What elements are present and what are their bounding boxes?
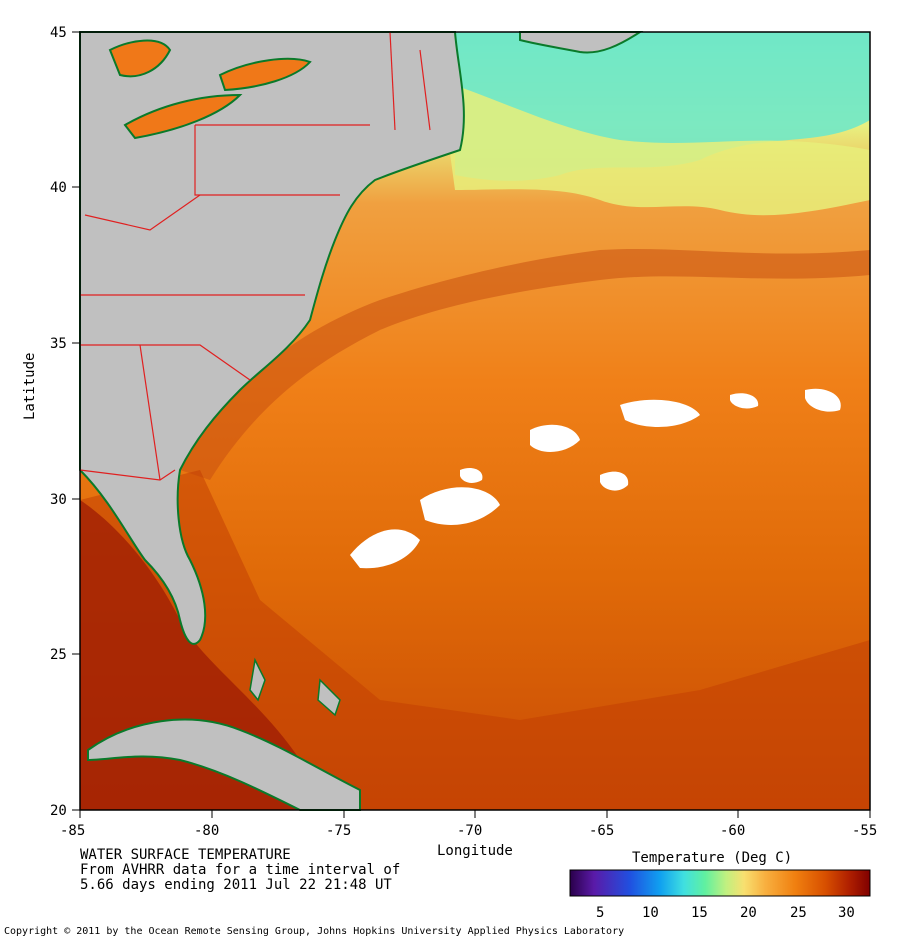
bahamas-island (317, 678, 341, 717)
title-line-3: 5.66 days ending 2011 Jul 22 21:48 UT (80, 877, 392, 893)
bahamas-island (249, 657, 266, 702)
lake-ontario (218, 57, 312, 92)
north-america-land (79, 31, 465, 645)
map-plot-area (79, 31, 870, 811)
tick-marks (72, 31, 871, 818)
x-axis-label: Longitude (437, 843, 513, 859)
lake-erie (123, 93, 243, 140)
colorbar-title: Temperature (Deg C) (632, 850, 793, 866)
x-tick-label: -65 (589, 823, 615, 839)
y-tick-label: 20 (50, 803, 67, 819)
gulf-stream (180, 248, 870, 480)
y-tick-label: 30 (50, 492, 67, 508)
y-axis-label: Latitude (22, 352, 38, 420)
colorbar-tick: 25 (790, 905, 807, 921)
x-tick-label: -70 (457, 823, 483, 839)
nova-scotia-land (519, 31, 644, 54)
y-tick-label: 35 (50, 336, 67, 352)
y-tick-label: 40 (50, 180, 67, 196)
colorbar-tick: 20 (740, 905, 757, 921)
title-line-1: WATER SURFACE TEMPERATURE (80, 847, 291, 863)
colorbar-tick: 15 (691, 905, 708, 921)
lake-huron (108, 39, 172, 78)
y-tick-label: 45 (50, 25, 67, 41)
state-borders (79, 31, 431, 481)
copyright-notice: Copyright © 2011 by the Ocean Remote Sen… (4, 926, 625, 937)
title-line-2: From AVHRR data for a time interval of (80, 862, 401, 878)
colorbar-tick: 30 (838, 905, 855, 921)
x-tick-label: -60 (720, 823, 746, 839)
warm-water-south (80, 470, 870, 810)
cloud-cover (350, 388, 841, 569)
colorbar-tick: 5 (596, 905, 605, 921)
y-tick-label: 25 (50, 647, 67, 663)
transition-water (440, 80, 870, 216)
colorbar (569, 869, 871, 897)
cuba-land (87, 718, 361, 811)
x-tick-label: -80 (194, 823, 220, 839)
x-tick-label: -85 (60, 823, 86, 839)
x-tick-label: -55 (852, 823, 878, 839)
x-tick-label: -75 (326, 823, 352, 839)
colorbar-tick: 10 (642, 905, 659, 921)
